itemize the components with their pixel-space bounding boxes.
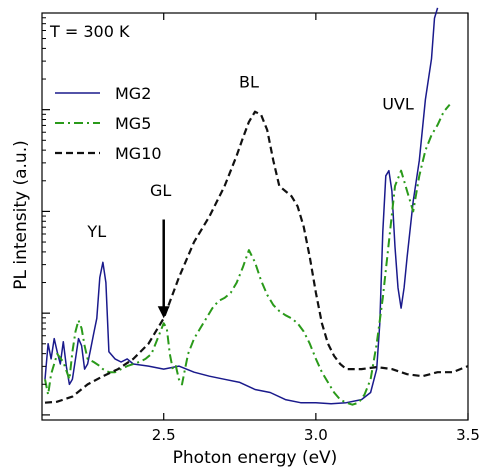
series-line-mg2	[44, 7, 439, 405]
gl-arrow-head	[157, 306, 170, 319]
series-line-mg5	[44, 103, 451, 406]
series-group	[44, 7, 469, 406]
y-axis-label: PL intensity (a.u.)	[11, 140, 31, 290]
temperature-label: T = 300 K	[49, 22, 130, 41]
annotation-gl: GL	[150, 181, 171, 200]
x-tick-label: 3.0	[304, 426, 328, 444]
legend-label-mg5: MG5	[115, 114, 151, 133]
legend-label-mg10: MG10	[115, 144, 162, 163]
legend-label-mg2: MG2	[115, 84, 151, 103]
x-tick-label: 3.5	[456, 426, 480, 444]
annotation-yl: YL	[86, 222, 106, 241]
series-line-mg10	[44, 110, 469, 404]
x-tick-label: 2.5	[152, 426, 176, 444]
annotation-uvl: UVL	[382, 95, 414, 114]
annotations-group: YL GL BL UVL	[86, 72, 414, 319]
annotation-bl: BL	[239, 72, 259, 91]
x-axis-label: Photon energy (eV)	[173, 448, 338, 468]
ticks-group: 2.5 3.0 3.5	[42, 13, 480, 444]
legend: MG2 MG5 MG10	[55, 84, 162, 163]
